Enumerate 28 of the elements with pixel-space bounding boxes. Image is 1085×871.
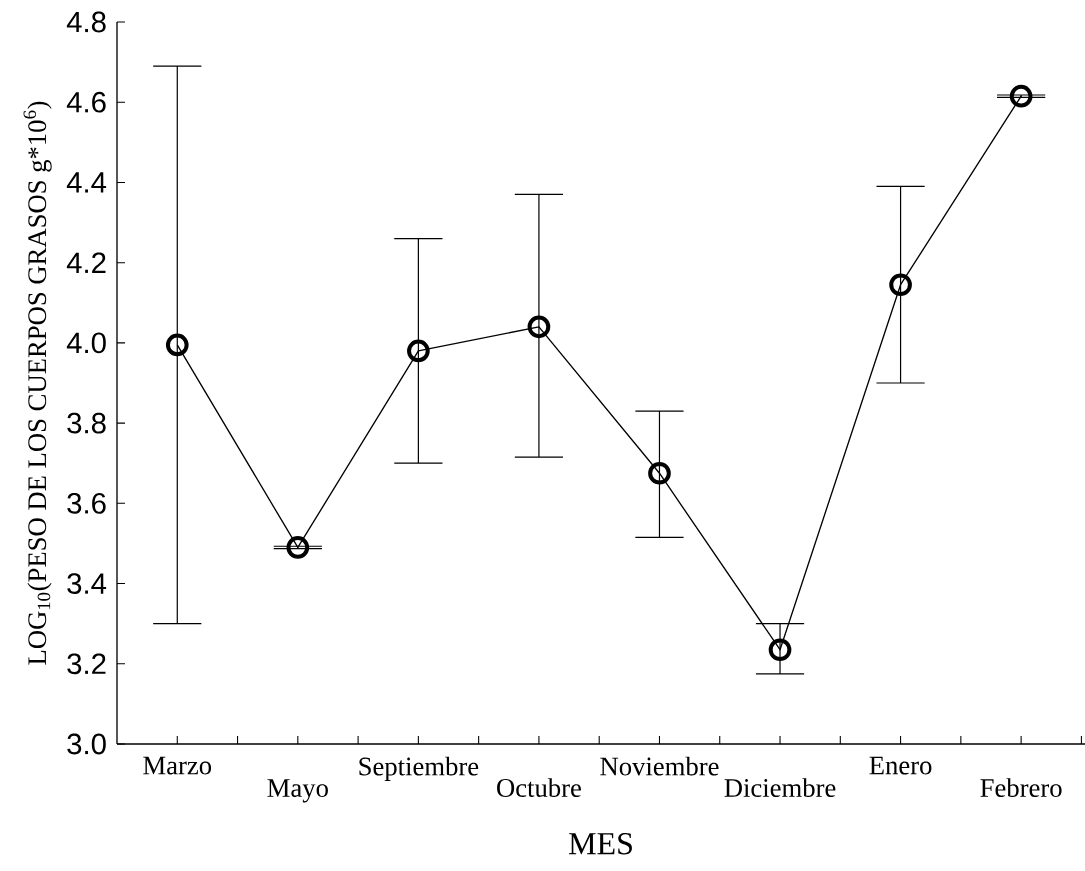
- x-tick-label: Mayo: [267, 779, 328, 803]
- y-tick-label: 3.6: [67, 492, 106, 514]
- point: [889, 273, 912, 297]
- y-tick-label: 3.8: [67, 412, 106, 434]
- x-tick-label: Enero: [869, 756, 932, 775]
- x-axis-title: MES: [569, 832, 632, 855]
- point: [286, 536, 310, 559]
- point: [407, 339, 430, 363]
- y-tick-label: 3.2: [67, 653, 106, 675]
- x-tick-label: Octubre: [497, 778, 581, 797]
- y-tick-label: 4.8: [66, 11, 106, 33]
- y-tick-label: 3.0: [67, 733, 106, 755]
- y-tick-label: 4.0: [66, 332, 106, 354]
- y-tick-label: 3.4: [67, 573, 107, 594]
- y-tick-label: 4.4: [66, 172, 107, 193]
- y-tick-label: 4.6: [66, 91, 106, 113]
- point: [648, 461, 671, 485]
- x-tick-label: Diciembre: [724, 778, 836, 797]
- point: [1009, 84, 1033, 108]
- point: [527, 315, 551, 339]
- y-tick-label: 4.2: [66, 252, 106, 273]
- x-tick-label: Noviembre: [600, 756, 719, 776]
- y-axis-title: LOG$_{10}$(PESO DE LOS CUERPOS GRASOS g*10$^{6}$): [23, 101, 52, 665]
- x-tick-label: Marzo: [143, 756, 212, 775]
- x-tick-label: Septiembre: [359, 756, 479, 781]
- point: [165, 333, 189, 357]
- x-tick-label: Febrero: [980, 778, 1062, 797]
- point: [768, 638, 792, 662]
